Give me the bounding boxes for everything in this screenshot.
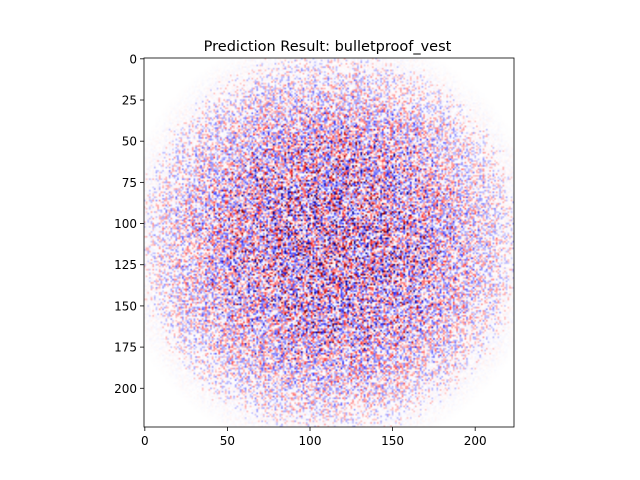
y-axis: 0 25 50 75 100 125 150 175 200 xyxy=(114,52,144,396)
y-tick-label: 50 xyxy=(122,135,137,149)
y-tick-label: 125 xyxy=(114,258,137,272)
y-tick-label: 0 xyxy=(129,52,137,66)
x-tick-label: 50 xyxy=(220,434,235,448)
y-tick-label: 75 xyxy=(122,176,137,190)
y-tick-label: 175 xyxy=(114,341,137,355)
x-tick-label: 200 xyxy=(464,434,487,448)
chart-title: Prediction Result: bulletproof_vest xyxy=(204,39,452,55)
y-tick-label: 150 xyxy=(114,299,137,313)
x-tick-label: 100 xyxy=(299,434,322,448)
y-tick-label: 100 xyxy=(114,217,137,231)
y-tick-label: 200 xyxy=(114,382,137,396)
x-axis: 0 50 100 150 200 xyxy=(141,427,487,448)
y-tick-label: 25 xyxy=(122,94,137,108)
heatmap-image xyxy=(144,58,514,427)
x-tick-label: 0 xyxy=(141,434,149,448)
x-tick-label: 150 xyxy=(381,434,404,448)
axes-frame xyxy=(143,57,515,428)
plot-area xyxy=(143,57,515,428)
